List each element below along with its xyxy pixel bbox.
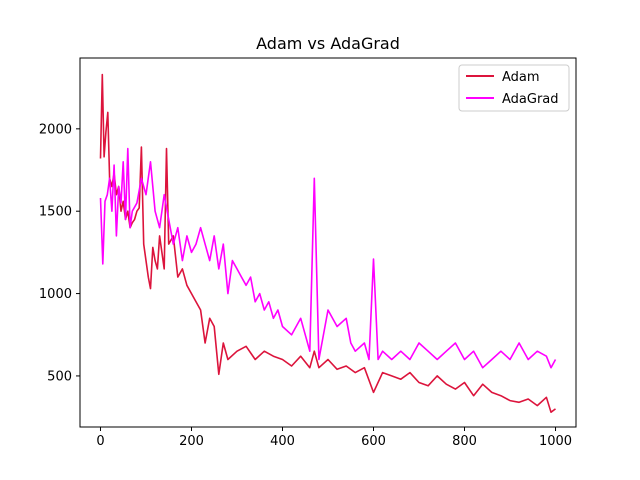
- x-tick-label: 0: [96, 434, 104, 449]
- axes-frame: [79, 57, 577, 428]
- y-tick-label: 2000: [39, 122, 72, 137]
- x-tick-label: 1000: [539, 434, 572, 449]
- legend-label-adam: Adam: [502, 70, 540, 85]
- y-tick-label: 1500: [39, 205, 72, 220]
- x-axis-ticks: 0 200 400 600 800 1000: [96, 427, 572, 449]
- plot-area: 0 200 400 600 800 1000 500 1000 1500 2000: [39, 57, 577, 449]
- chart-title: Adam vs AdaGrad: [256, 34, 400, 53]
- y-tick-label: 500: [47, 369, 72, 384]
- legend: Adam AdaGrad: [458, 64, 570, 112]
- x-tick-label: 400: [270, 434, 295, 449]
- series-line-adagrad: [99, 147, 557, 369]
- legend-label-adagrad: AdaGrad: [502, 92, 559, 107]
- x-tick-label: 800: [452, 434, 477, 449]
- x-tick-label: 600: [361, 434, 386, 449]
- x-tick-label: 200: [179, 434, 204, 449]
- y-tick-label: 1000: [39, 287, 72, 302]
- y-axis-ticks: 500 1000 1500 2000: [39, 122, 80, 384]
- series-layer: [99, 73, 557, 413]
